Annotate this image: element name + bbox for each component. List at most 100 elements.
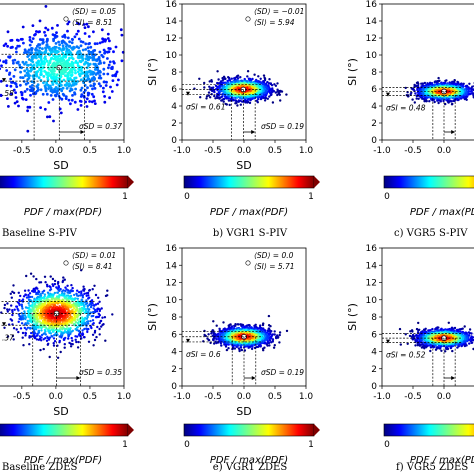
data-point bbox=[246, 75, 249, 78]
data-point bbox=[26, 74, 30, 77]
data-point bbox=[26, 322, 29, 325]
data-point bbox=[60, 41, 64, 45]
data-point bbox=[450, 103, 454, 106]
data-point bbox=[67, 58, 70, 62]
data-point bbox=[11, 309, 14, 312]
plot-frame bbox=[0, 3, 125, 141]
data-point bbox=[254, 79, 257, 83]
data-point bbox=[61, 72, 65, 75]
data-point bbox=[459, 83, 462, 86]
data-point bbox=[66, 22, 70, 26]
data-point bbox=[67, 289, 70, 292]
data-point bbox=[86, 74, 90, 78]
data-point bbox=[6, 310, 9, 313]
data-point bbox=[24, 334, 27, 337]
data-point bbox=[262, 93, 266, 97]
data-point bbox=[37, 289, 40, 293]
data-point bbox=[53, 282, 57, 286]
data-point bbox=[98, 74, 102, 78]
data-point bbox=[45, 43, 49, 47]
data-point bbox=[0, 59, 2, 62]
data-point bbox=[60, 332, 63, 335]
data-point bbox=[65, 294, 69, 297]
data-point bbox=[56, 57, 60, 61]
data-point bbox=[8, 71, 12, 75]
data-point bbox=[70, 56, 74, 60]
data-point bbox=[69, 306, 73, 309]
data-point bbox=[50, 310, 53, 313]
colorbar-label: PDF / max(PDF) bbox=[24, 207, 102, 218]
data-point bbox=[76, 289, 79, 292]
data-point bbox=[43, 30, 46, 34]
data-point bbox=[35, 64, 39, 68]
data-point bbox=[269, 82, 273, 86]
data-point bbox=[240, 95, 244, 99]
data-point bbox=[217, 78, 220, 81]
data-point bbox=[42, 302, 45, 306]
data-point bbox=[38, 19, 42, 23]
data-point bbox=[75, 32, 79, 36]
data-point bbox=[43, 50, 47, 54]
data-point bbox=[248, 85, 251, 89]
data-point bbox=[63, 64, 66, 67]
data-point bbox=[80, 55, 84, 58]
data-point bbox=[62, 62, 66, 65]
data-point bbox=[26, 109, 29, 113]
data-point bbox=[92, 322, 95, 325]
data-point bbox=[48, 302, 51, 305]
data-point bbox=[262, 96, 266, 100]
data-point bbox=[60, 336, 63, 339]
data-point bbox=[84, 48, 88, 51]
data-point bbox=[93, 42, 97, 46]
data-point bbox=[90, 299, 94, 302]
data-point bbox=[59, 59, 63, 63]
data-point bbox=[27, 69, 30, 73]
y-tick-label: 4 bbox=[371, 102, 377, 112]
data-point bbox=[422, 88, 425, 91]
data-point bbox=[52, 344, 56, 347]
data-point bbox=[41, 38, 45, 42]
data-point bbox=[246, 86, 249, 90]
data-point bbox=[69, 69, 72, 73]
data-point bbox=[65, 65, 69, 69]
data-point bbox=[36, 61, 40, 64]
data-point bbox=[31, 83, 34, 87]
data-point bbox=[435, 96, 438, 100]
data-point bbox=[262, 85, 265, 89]
data-point bbox=[88, 100, 91, 103]
data-point bbox=[9, 46, 13, 49]
data-point bbox=[50, 26, 54, 30]
data-point bbox=[103, 316, 107, 319]
data-point bbox=[77, 46, 81, 50]
data-point bbox=[47, 68, 51, 71]
data-point bbox=[55, 90, 58, 93]
panel-caption: b) VGR1 S-PIV bbox=[213, 228, 288, 239]
data-point bbox=[39, 54, 43, 58]
data-point bbox=[67, 20, 71, 24]
data-point bbox=[23, 90, 27, 93]
data-point bbox=[14, 96, 18, 99]
data-point bbox=[264, 96, 267, 100]
data-point bbox=[228, 79, 231, 82]
data-point bbox=[223, 91, 226, 94]
data-point bbox=[218, 97, 221, 100]
x-tick-label: 0.0 bbox=[237, 146, 252, 156]
data-point bbox=[216, 81, 219, 85]
data-point bbox=[276, 82, 279, 85]
data-point bbox=[214, 84, 218, 88]
data-point bbox=[95, 42, 99, 45]
data-point bbox=[461, 85, 465, 88]
data-point bbox=[41, 41, 45, 45]
data-point bbox=[56, 24, 59, 27]
data-point bbox=[28, 304, 31, 307]
data-point bbox=[70, 64, 74, 68]
data-point bbox=[45, 72, 49, 76]
data-point bbox=[90, 92, 94, 96]
data-point bbox=[44, 5, 48, 8]
data-point bbox=[449, 99, 452, 103]
data-point bbox=[199, 96, 202, 99]
data-point bbox=[37, 30, 40, 34]
data-point bbox=[52, 65, 56, 68]
data-point bbox=[257, 75, 260, 78]
data-point bbox=[83, 287, 86, 291]
